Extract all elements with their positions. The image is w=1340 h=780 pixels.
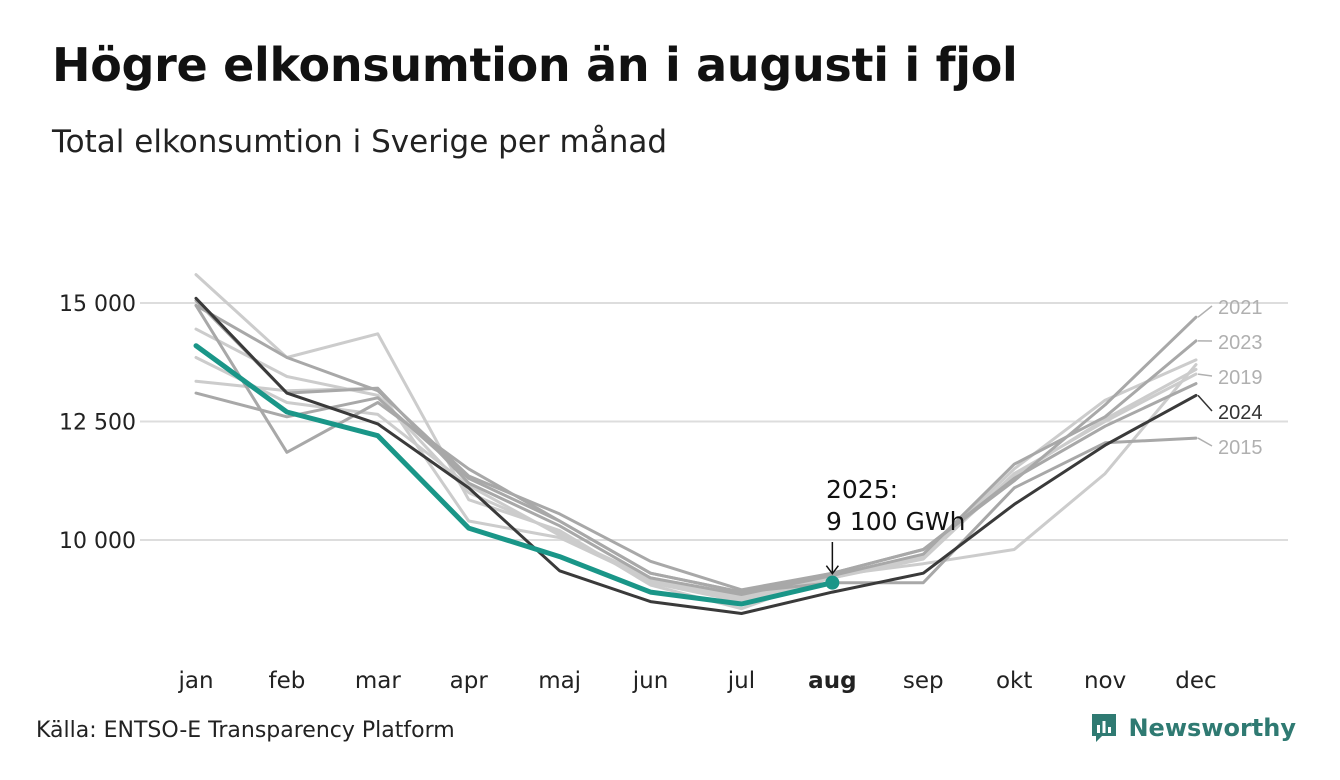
- series-line-2023: [194, 299, 1198, 596]
- series-label-2023: 2023: [1218, 332, 1263, 354]
- highlight-point: [825, 575, 840, 590]
- x-tick-label: jul: [727, 668, 755, 694]
- x-tick-label: nov: [1084, 668, 1126, 694]
- chart-subtitle: Total elkonsumtion i Sverige per månad: [52, 124, 668, 160]
- brand-logo: Newsworthy: [1090, 712, 1296, 744]
- series-line-2015: [194, 391, 1198, 594]
- series-labels: 2021 2023 2019 2024 2015: [1197, 297, 1263, 459]
- series-line-2025: [193, 343, 835, 607]
- y-tick-label: 15 000: [59, 292, 136, 317]
- x-tick-label: maj: [538, 668, 581, 694]
- annotation: 2025: 9 100 GWh: [825, 475, 965, 590]
- y-axis: 10 000 12 500 15 000: [59, 292, 136, 554]
- series-lines: [193, 273, 1198, 615]
- x-axis: jan feb mar apr maj jun jul aug sep okt nov dec: [177, 668, 1216, 694]
- series-line-unlabeled-7: [194, 303, 1198, 594]
- label-leader: [1197, 394, 1213, 412]
- bar-chart-icon: [1092, 714, 1117, 742]
- x-tick-label: aug: [808, 668, 856, 694]
- series-line-unlabeled-6: [194, 358, 1198, 601]
- x-tick-label: okt: [996, 668, 1032, 694]
- series-label-2015: 2015: [1218, 437, 1263, 459]
- y-tick-label: 12 500: [59, 411, 136, 436]
- series-line-2024: [194, 296, 1198, 615]
- annotation-label-value: 9 100 GWh: [826, 507, 965, 536]
- series-label-2024: 2024: [1218, 402, 1263, 424]
- annotation-label-year: 2025:: [826, 475, 898, 504]
- series-line-2019: [194, 327, 1198, 604]
- label-leader: [1197, 305, 1213, 318]
- x-tick-label: mar: [355, 668, 401, 694]
- label-leader: [1197, 373, 1213, 377]
- series-line-unlabeled-8: [194, 356, 1198, 599]
- series-label-2021: 2021: [1218, 297, 1263, 319]
- brand-name: Newsworthy: [1128, 714, 1296, 742]
- x-tick-label: jun: [632, 668, 669, 694]
- x-tick-label: jan: [177, 668, 213, 694]
- x-tick-label: apr: [450, 668, 489, 694]
- x-tick-label: feb: [268, 668, 305, 694]
- source-note: Källa: ENTSO-E Transparency Platform: [36, 718, 455, 743]
- label-leader: [1197, 437, 1213, 447]
- x-tick-label: dec: [1175, 668, 1216, 694]
- x-tick-label: sep: [903, 668, 944, 694]
- series-line-unlabeled-5: [194, 273, 1198, 611]
- series-label-2019: 2019: [1218, 367, 1263, 389]
- annotation-arrowhead: [825, 565, 839, 575]
- y-tick-label: 10 000: [59, 529, 136, 554]
- chart-title: Högre elkonsumtion än i augusti i fjol: [52, 38, 1018, 92]
